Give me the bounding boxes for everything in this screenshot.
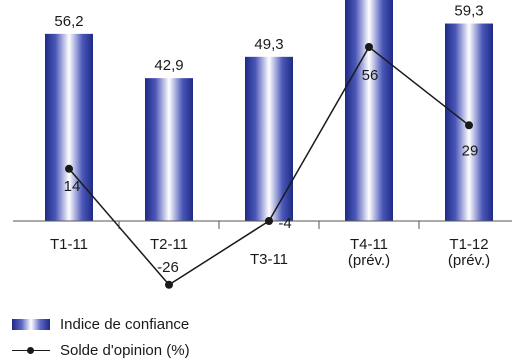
line-value-label: 56 — [362, 67, 379, 84]
line-value-label: 29 — [462, 142, 479, 159]
x-tick-label: (prév.) — [348, 252, 390, 269]
legend-item-line: Solde d'opinion (%) — [12, 338, 190, 362]
line-point-0 — [65, 164, 73, 173]
x-tick-label: T1-11 — [50, 236, 88, 253]
line-point-1 — [165, 280, 173, 289]
legend-item-bar: Indice de confiance — [12, 312, 190, 336]
x-tick-label: T3-11 — [250, 251, 288, 268]
line-value-label: -26 — [157, 259, 179, 276]
legend-label-bar: Indice de confiance — [60, 315, 190, 333]
bar-1 — [145, 78, 193, 221]
bar-value-label: 56,2 — [54, 13, 83, 30]
line-point-4 — [465, 121, 473, 130]
bar-0 — [45, 33, 93, 221]
bar-2 — [245, 56, 293, 222]
x-tick-label: (prév.) — [448, 252, 490, 269]
x-tick-label: T4-11 — [350, 236, 388, 253]
legend-label-line: Solde d'opinion (%) — [60, 341, 190, 359]
bar-value-label: 59,3 — [454, 3, 483, 20]
legend-bar-swatch — [12, 318, 50, 330]
chart: 56,242,949,367,459,3T1-11T2-11T3-11T4-11… — [13, 0, 512, 289]
bar-value-label: 49,3 — [254, 36, 283, 53]
bar-3 — [345, 0, 393, 222]
x-tick-label: T1-12 — [449, 236, 488, 253]
legend: Indice de confiance Solde d'opinion (%) — [12, 312, 190, 364]
x-tick-label: T2-11 — [150, 236, 188, 253]
line-point-3 — [365, 43, 373, 51]
line-point-2 — [265, 217, 273, 225]
line-value-label: -4 — [278, 215, 291, 232]
line-value-label: 14 — [64, 178, 81, 195]
bar-value-label: 42,9 — [154, 57, 183, 74]
legend-line-swatch — [12, 345, 50, 356]
